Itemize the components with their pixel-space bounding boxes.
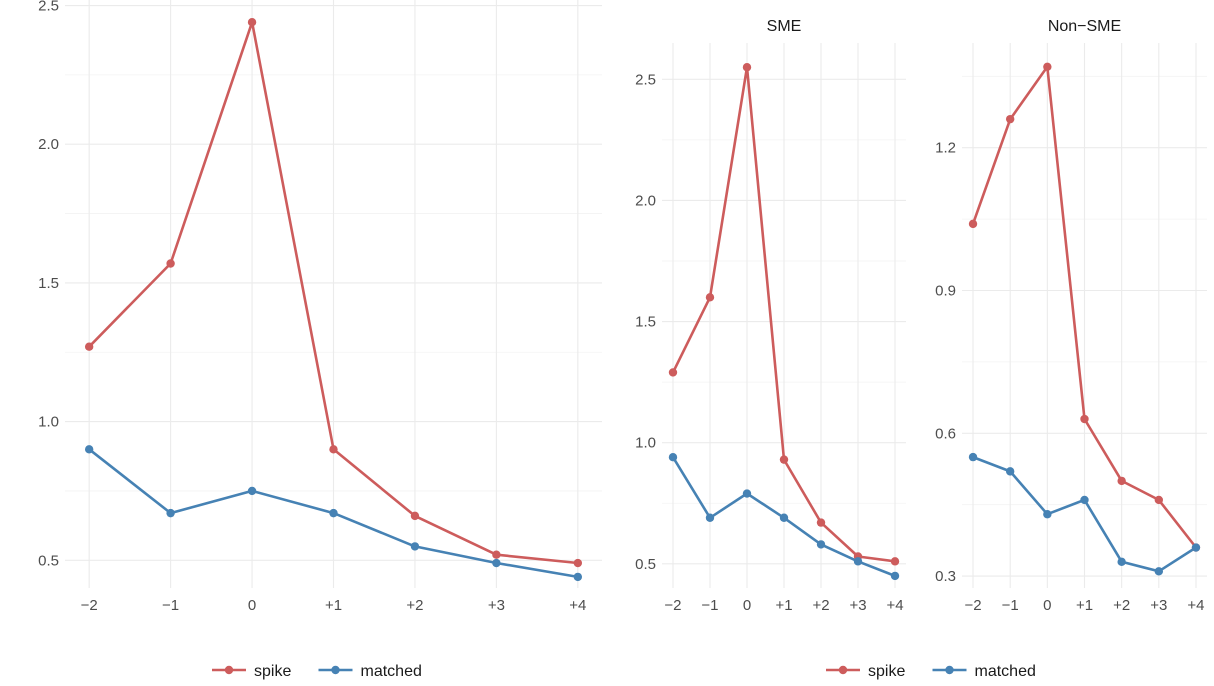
data-point-matched	[968, 452, 978, 462]
data-point-spike	[779, 455, 789, 464]
data-point-spike	[1117, 476, 1126, 486]
legend-key-point	[945, 665, 954, 675]
data-point-matched	[742, 489, 752, 498]
data-point-spike	[742, 63, 752, 72]
data-point-matched	[1154, 567, 1164, 576]
y-tick-label: 2.5	[635, 71, 656, 88]
data-point-matched	[853, 557, 863, 566]
x-tick-label: +3	[849, 597, 866, 614]
y-tick-label: 1.5	[635, 314, 656, 331]
x-tick-label: −1	[701, 597, 718, 614]
panel-overall: 0.5 1.0 1.5 2.0 2.5 −2 −1 0 +1 +2 +3 +4	[38, 0, 602, 614]
legend-label-matched: matched	[361, 663, 422, 680]
y-tick-label: 1.2	[935, 140, 956, 157]
x-tick-label: −1	[162, 597, 179, 614]
data-point-spike	[247, 17, 257, 27]
data-point-spike	[573, 558, 583, 568]
x-tick-label: 0	[248, 597, 256, 614]
data-point-spike	[1080, 414, 1089, 424]
data-point-matched	[247, 486, 257, 496]
data-point-matched	[329, 508, 338, 518]
y-tick-label: 1.0	[635, 435, 656, 452]
data-point-matched	[573, 572, 583, 582]
data-point-matched	[410, 542, 420, 551]
data-point-matched	[166, 508, 175, 518]
data-point-matched	[816, 540, 826, 549]
data-point-spike	[166, 259, 175, 268]
data-point-matched	[1005, 467, 1015, 476]
x-tick-label: +1	[1076, 597, 1093, 614]
x-tick-label: 0	[743, 597, 751, 614]
data-point-spike	[492, 550, 501, 559]
y-tick-label: 1.5	[38, 275, 59, 292]
y-tick-label: 2.0	[635, 192, 656, 209]
data-point-spike	[816, 518, 826, 527]
data-point-matched	[1191, 543, 1201, 552]
data-point-spike	[84, 342, 94, 351]
x-tick-label: +2	[812, 597, 829, 614]
data-point-matched	[1080, 495, 1089, 505]
x-tick-label: −1	[1002, 597, 1019, 614]
x-tick-label: +2	[406, 597, 423, 614]
y-tick-label: 2.0	[38, 136, 59, 153]
data-point-matched	[890, 571, 900, 581]
data-point-spike	[1043, 62, 1052, 71]
legend-label-spike: spike	[868, 663, 905, 680]
data-point-matched	[1043, 510, 1052, 519]
data-point-matched	[705, 513, 715, 522]
data-point-matched	[779, 513, 789, 522]
x-tick-label: +4	[569, 597, 586, 614]
data-point-spike	[968, 219, 978, 229]
y-tick-label: 0.5	[38, 552, 59, 569]
x-tick-label: +3	[488, 597, 505, 614]
legend-left: spike matched	[212, 663, 422, 680]
data-point-spike	[890, 557, 900, 566]
x-tick-label: −2	[964, 597, 981, 614]
y-tick-label: 0.6	[935, 425, 956, 442]
panel-non-sme: 0.3 0.6 0.9 1.2 −2 −1 0 +1 +2 +3 +4 Non−SME	[935, 18, 1207, 614]
data-point-matched	[1117, 557, 1126, 567]
legend-label-spike: spike	[254, 663, 291, 680]
x-tick-label: 0	[1043, 597, 1051, 614]
panel-title: SME	[767, 18, 802, 35]
data-point-spike	[1005, 114, 1015, 124]
y-tick-label: 0.5	[635, 556, 656, 573]
x-tick-label: +3	[1150, 597, 1167, 614]
x-tick-label: −2	[664, 597, 681, 614]
y-tick-label: 2.5	[38, 0, 59, 15]
data-point-spike	[329, 445, 338, 454]
x-tick-label: +1	[325, 597, 342, 614]
data-point-spike	[668, 368, 678, 377]
y-tick-label: 0.3	[935, 568, 956, 585]
x-tick-label: −2	[81, 597, 98, 614]
legend-right: spike matched	[826, 663, 1036, 680]
legend-key-point	[224, 665, 234, 675]
data-point-matched	[668, 453, 678, 462]
panel-title: Non−SME	[1048, 18, 1121, 35]
panel-sme: 0.5 1.0 1.5 2.0 2.5 −2 −1 0 +1 +2 +3 +4 SME	[635, 18, 906, 614]
legend-key-point	[331, 665, 340, 675]
x-tick-label: +4	[886, 597, 903, 614]
x-tick-label: +1	[775, 597, 792, 614]
legend-key-point	[838, 665, 848, 675]
data-point-spike	[705, 293, 715, 302]
x-tick-label: +4	[1187, 597, 1204, 614]
legend-label-matched: matched	[975, 663, 1036, 680]
y-tick-label: 0.9	[935, 283, 956, 300]
data-point-spike	[1154, 495, 1164, 505]
data-point-spike	[410, 511, 420, 521]
x-tick-label: +2	[1113, 597, 1130, 614]
data-point-matched	[492, 558, 501, 568]
data-point-matched	[84, 445, 94, 454]
y-tick-label: 1.0	[38, 414, 59, 431]
